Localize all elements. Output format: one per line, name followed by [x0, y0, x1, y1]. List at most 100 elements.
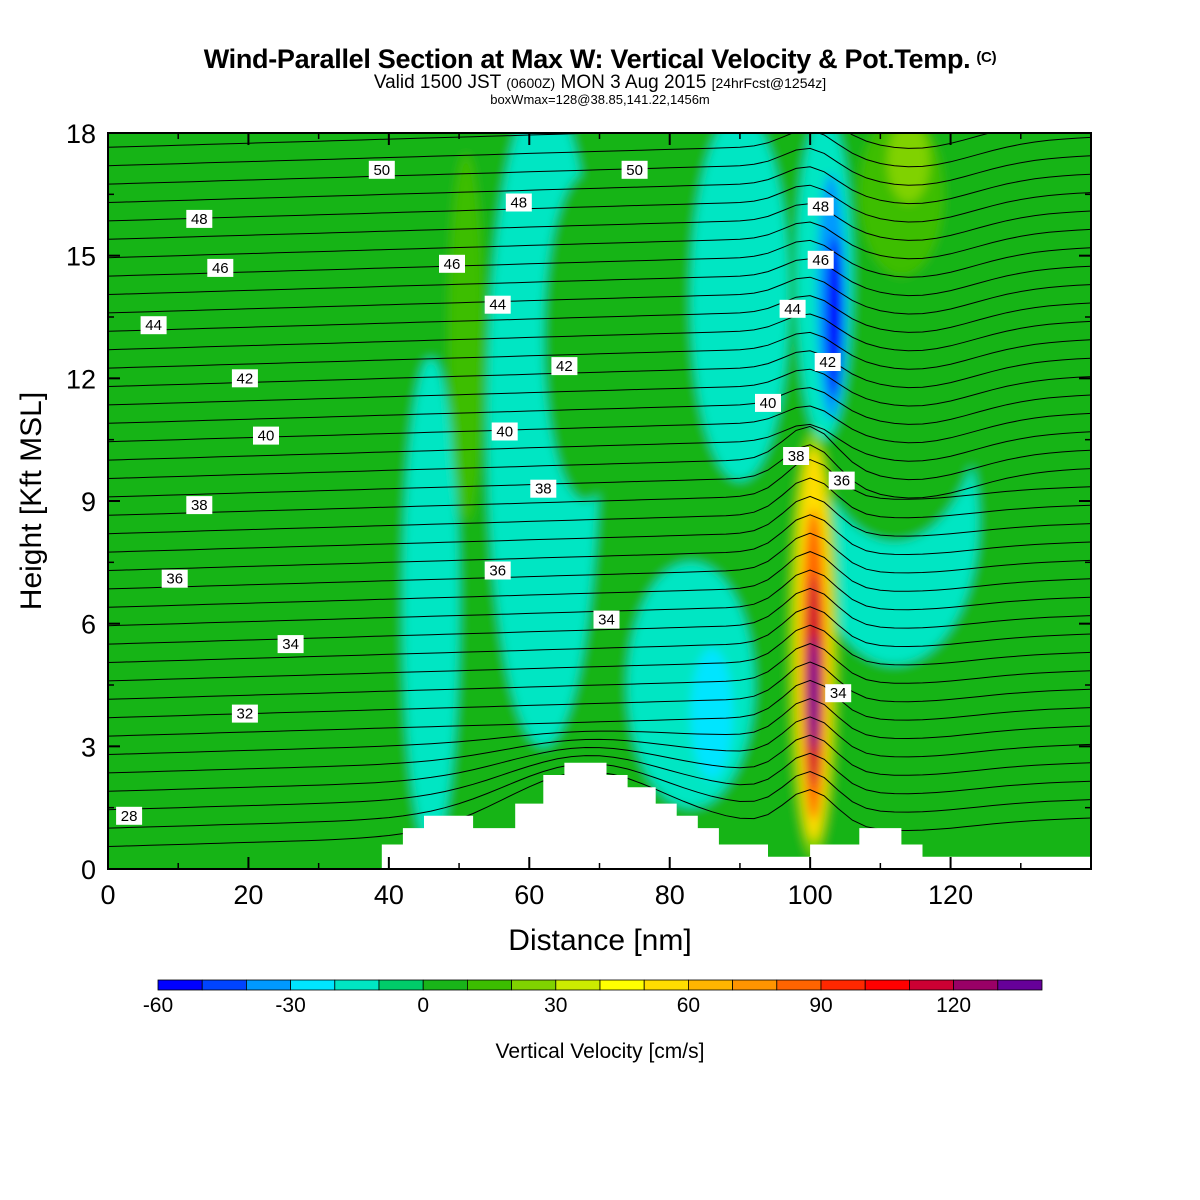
theta-label-text: 42 — [556, 358, 573, 375]
x-axis-title: Distance [nm] — [508, 924, 691, 957]
x-tick-label: 0 — [100, 880, 115, 910]
theta-contour-line — [108, 387, 1091, 425]
y-tick-label: 9 — [81, 487, 96, 517]
theta-label-box — [621, 160, 648, 179]
theta-label-text: 46 — [444, 256, 461, 273]
colorbar-tick-label: 90 — [809, 994, 832, 1017]
theta-label-44: 44 — [779, 299, 806, 318]
theta-label-38: 38 — [186, 496, 213, 515]
x-tick-label: 60 — [514, 880, 544, 910]
terrain — [108, 762, 1091, 869]
theta-label-box — [530, 479, 557, 498]
colorbar-swatch — [953, 979, 999, 991]
theta-contour-line — [108, 495, 1091, 553]
theta-contour-line — [108, 679, 1091, 737]
theta-label-text: 40 — [760, 395, 777, 412]
theta-label-32: 32 — [231, 704, 258, 723]
colorbar-swatch — [511, 979, 557, 991]
theta-contour-line — [108, 331, 1091, 370]
theta-label-text: 38 — [788, 448, 805, 465]
colorbar-swatch — [245, 979, 291, 991]
x-axis: 0 20 40 60 80 100 120 — [100, 133, 1022, 910]
theta-label-text: 44 — [784, 301, 801, 318]
theta-contour-line — [108, 350, 1091, 389]
theta-contour-line — [108, 295, 1091, 333]
colorbar-swatch — [201, 979, 247, 991]
theta-label-46: 46 — [207, 258, 234, 277]
theta-contour-line — [108, 423, 1091, 462]
theta-label-box — [779, 299, 806, 318]
velocity-region-3 — [627, 562, 754, 808]
velocity-region-12 — [448, 153, 484, 522]
theta-label-42: 42 — [814, 353, 841, 371]
theta-label-42: 42 — [231, 369, 258, 388]
theta-label-50: 50 — [621, 160, 648, 179]
theta-label-box — [783, 447, 810, 465]
theta-label-text: 46 — [212, 260, 229, 277]
velocity-region-9 — [543, 173, 628, 501]
theta-label-box — [231, 369, 258, 388]
theta-contour-line — [108, 587, 1091, 645]
theta-label-box — [207, 258, 234, 277]
theta-label-38: 38 — [530, 479, 557, 498]
theta-contour-line — [108, 239, 1091, 278]
theta-label-text: 40 — [496, 424, 513, 441]
colorbar-swatch — [334, 979, 380, 991]
chart-box-info: boxWmax=128@38.85,141.22,1456m — [490, 92, 710, 107]
y-tick-label: 18 — [66, 119, 96, 149]
theta-label-text: 36 — [489, 563, 506, 580]
theta-contour-line — [108, 643, 1091, 700]
theta-label-box — [825, 684, 852, 703]
theta-contour-line — [108, 606, 1091, 663]
colorbar-swatch — [909, 979, 955, 991]
theta-label-36: 36 — [828, 471, 855, 490]
theta-label-box — [755, 393, 781, 412]
colorbar-swatch — [599, 979, 645, 991]
colorbar-tick-label: 120 — [936, 994, 971, 1017]
theta-label-text: 28 — [121, 808, 138, 825]
velocity-region-19 — [808, 635, 819, 751]
y-tick-label: 12 — [66, 364, 96, 394]
chart-title: Wind-Parallel Section at Max W: Vertical… — [203, 44, 997, 74]
y-tick-label: 0 — [81, 855, 96, 885]
colorbar-tick-label: 60 — [677, 994, 700, 1017]
potential-temperature-contours — [108, 133, 1091, 847]
theta-label-36: 36 — [484, 561, 511, 580]
colorbar-tick-label: -60 — [143, 994, 173, 1017]
theta-contour-line — [108, 133, 992, 149]
theta-label-text: 36 — [166, 571, 183, 588]
theta-label-28: 28 — [116, 806, 143, 825]
colorbar-swatch — [643, 979, 689, 991]
theta-label-box — [484, 561, 511, 580]
colorbar-swatch — [422, 979, 468, 991]
theta-label-text: 42 — [819, 354, 836, 371]
theta-label-44: 44 — [484, 295, 511, 314]
theta-label-text: 40 — [258, 428, 275, 445]
theta-label-box — [186, 496, 213, 515]
colorbar-swatch — [157, 979, 203, 991]
x-tick-label: 80 — [655, 880, 685, 910]
theta-label-34: 34 — [825, 684, 852, 703]
x-tick-label: 100 — [788, 880, 833, 910]
colorbar-tick-label: 30 — [544, 994, 567, 1017]
theta-contour-line — [108, 698, 1091, 755]
y-axis-title: Height [Kft MSL] — [15, 392, 48, 610]
theta-label-box — [807, 197, 834, 216]
colorbar-swatch — [466, 979, 512, 991]
theta-label-box — [439, 254, 465, 273]
theta-label-text: 38 — [535, 481, 552, 498]
theta-label-box — [828, 471, 855, 490]
theta-label-box — [186, 209, 213, 228]
theta-label-40: 40 — [755, 393, 781, 412]
theta-label-48: 48 — [505, 193, 532, 212]
velocity-region-8 — [248, 173, 347, 665]
theta-label-box — [277, 635, 304, 654]
theta-label-46: 46 — [807, 250, 834, 269]
theta-label-46: 46 — [439, 254, 465, 273]
theta-label-40: 40 — [253, 426, 279, 445]
theta-contour-line — [108, 532, 1091, 590]
colorbar-tick-label: 0 — [417, 994, 429, 1017]
theta-label-text: 34 — [282, 636, 299, 653]
